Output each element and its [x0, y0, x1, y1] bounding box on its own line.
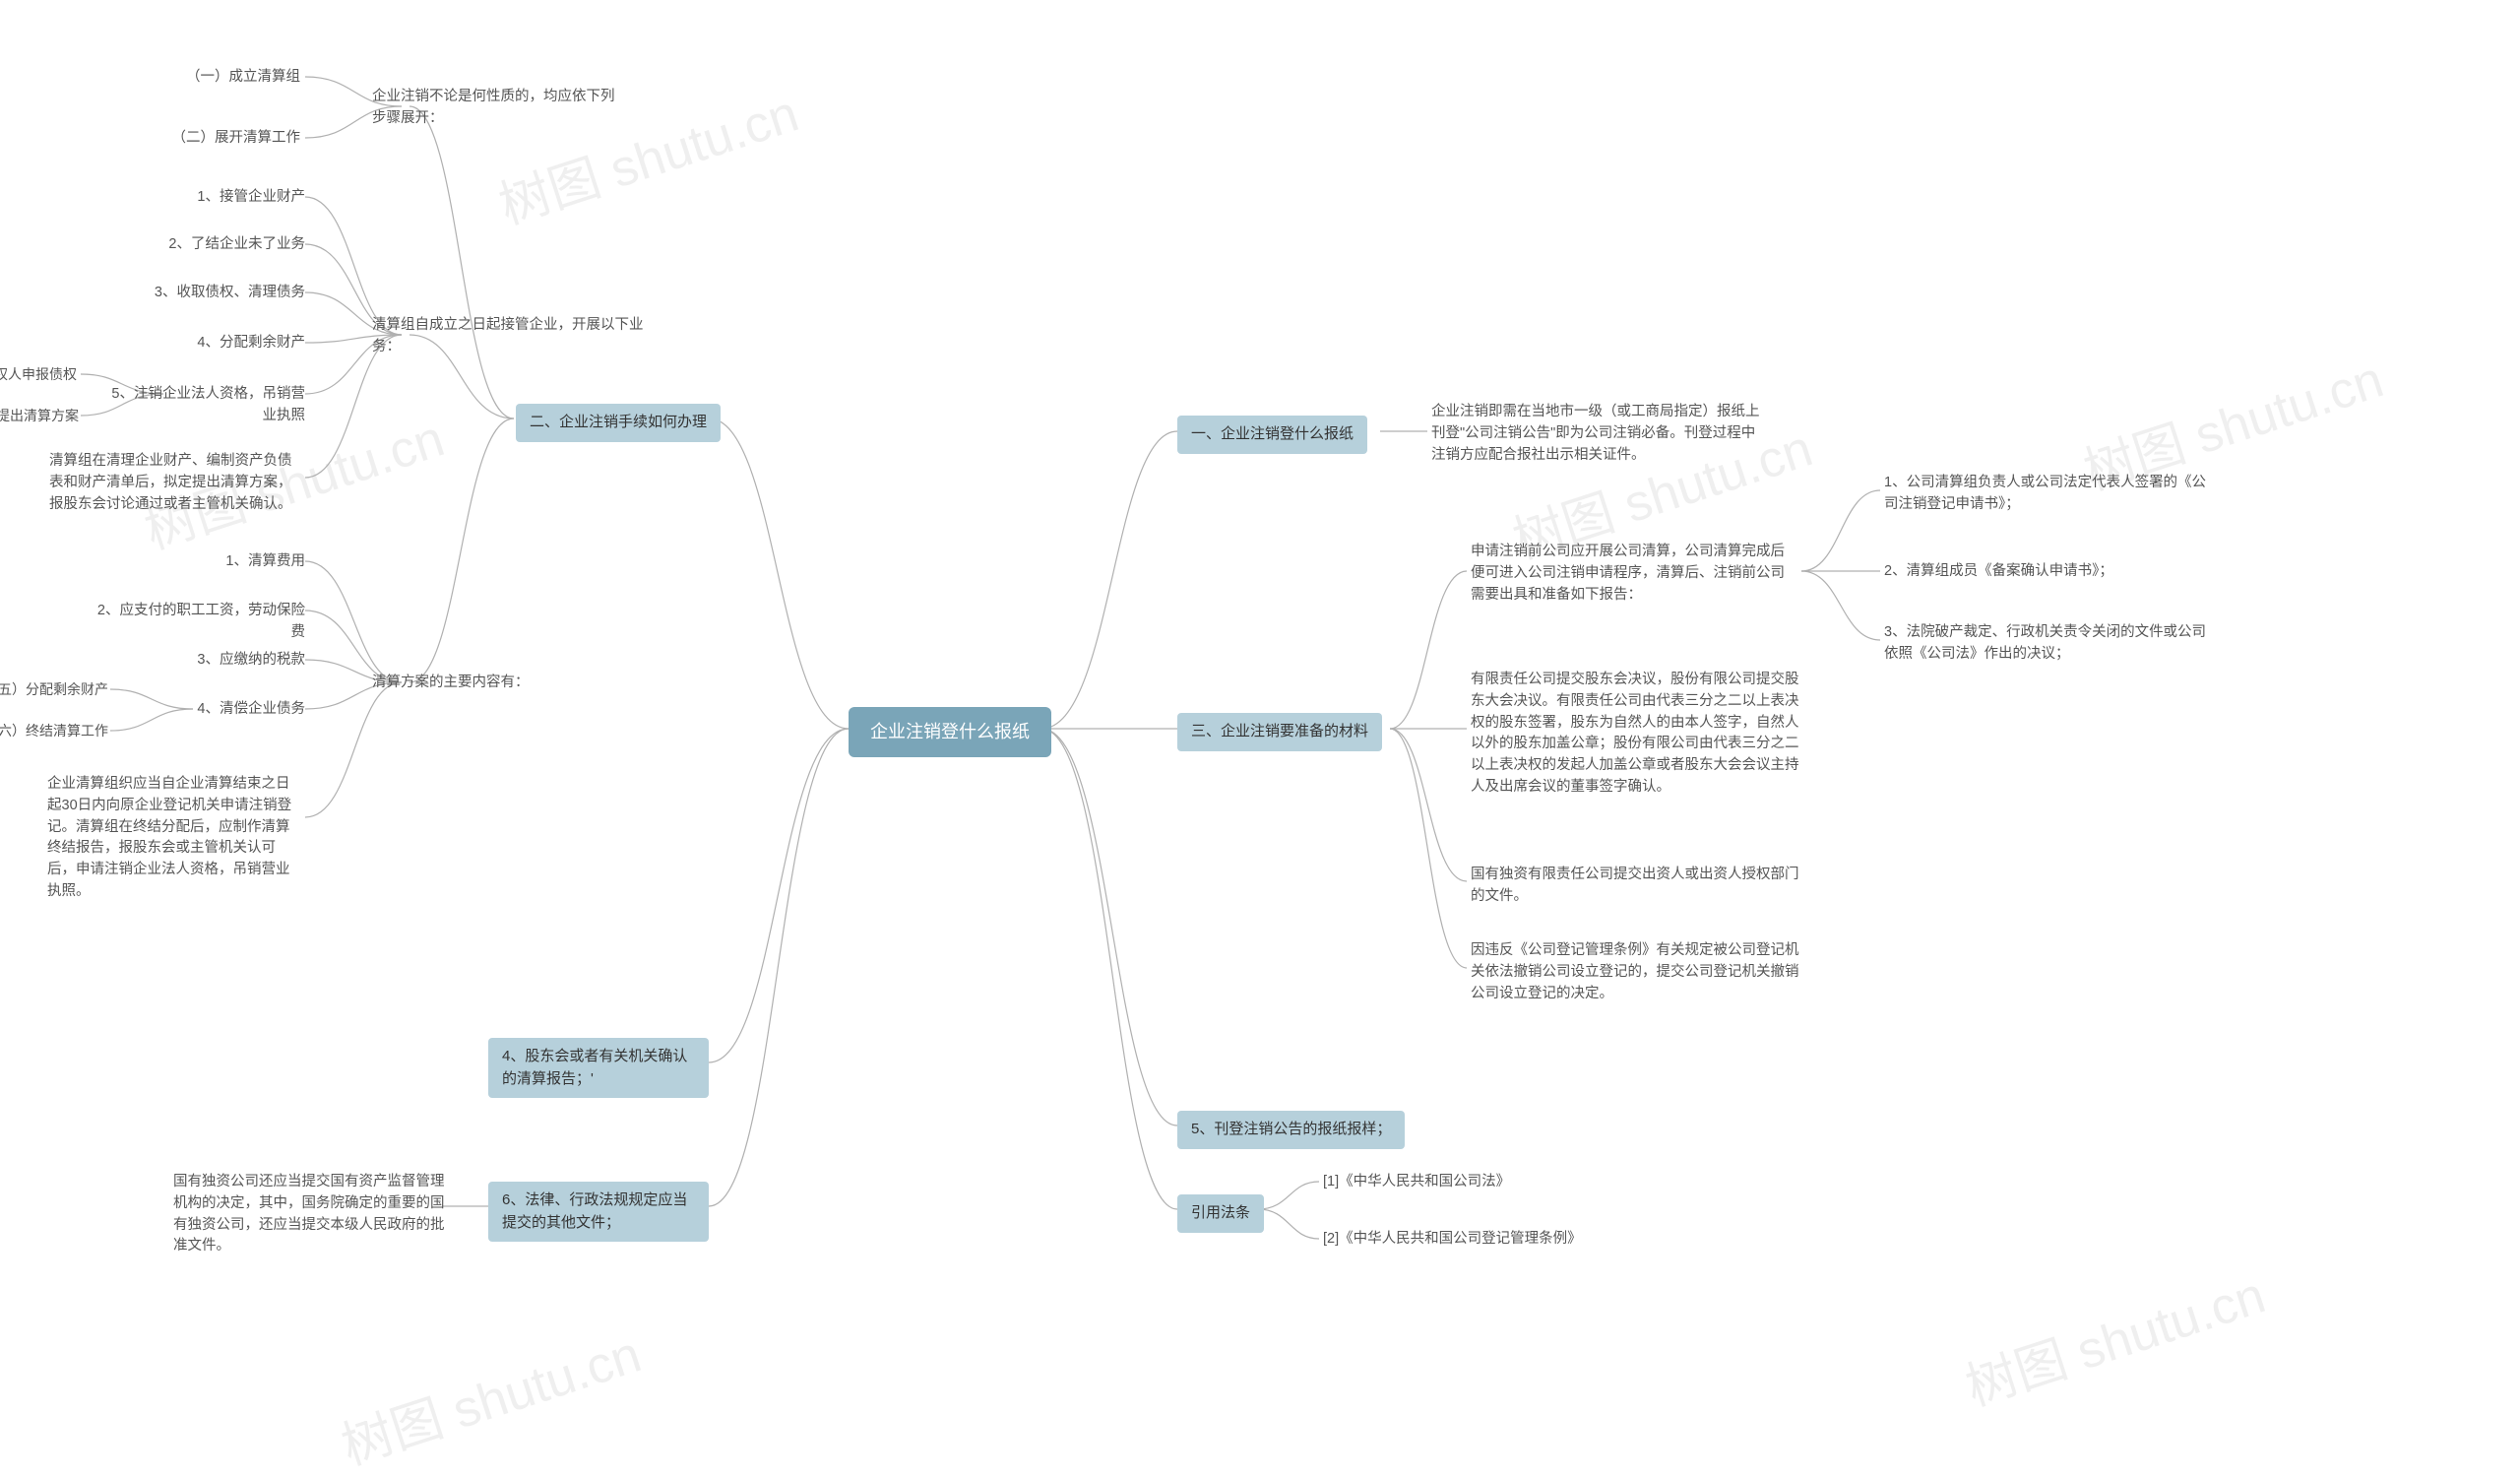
b2-g3-s6: （六）终结清算工作: [0, 721, 108, 741]
b2-g3-i3: 3、应缴纳的税款: [187, 650, 305, 672]
watermark: 树图 shutu.cn: [1955, 1254, 2273, 1420]
b2-g3-desc: 清算方案的主要内容有：: [372, 673, 549, 694]
b2-g1-i1: （一）成立清算组: [162, 67, 300, 89]
b2-g2-desc: 清算组自成立之日起接管企业，开展以下业务：: [372, 315, 648, 358]
b2-g2-i1: 1、接管企业财产: [167, 187, 305, 209]
branch-3-para2: 有限责任公司提交股东会决议，股份有限公司提交股东大会决议。有限责任公司由代表三分…: [1471, 670, 1805, 799]
branch-2-box: 二、企业注销手续如何办理: [516, 404, 721, 442]
ref-box: 引用法条: [1177, 1194, 1264, 1233]
b2-g3-i2: 2、应支付的职工工资，劳动保险费: [94, 601, 305, 644]
ref-i1: [1]《中华人民共和国公司法》: [1323, 1172, 1510, 1193]
branch-1-box: 一、企业注销登什么报纸: [1177, 416, 1367, 454]
b2-g3-s5: （五）分配剩余财产: [0, 679, 108, 700]
b2-g2-tail: 清算组在清理企业财产、编制资产负债表和财产清单后，拟定提出清算方案，报股东会讨论…: [49, 451, 305, 515]
b2-g2-i2: 2、了结企业未了业务: [167, 234, 305, 256]
b2-g1-desc: 企业注销不论是何性质的，均应依下列步骤展开：: [372, 87, 628, 130]
b2-g3-tail: 企业清算组织应当自企业清算结束之日起30日内向原企业登记机关申请注销登记。清算组…: [47, 774, 303, 903]
branch-5-box: 5、刊登注销公告的报纸报样；: [1177, 1111, 1405, 1149]
b2-g2-i4: 4、分配剩余财产: [167, 333, 305, 354]
b2-g1-i2: （二）展开清算工作: [162, 128, 300, 150]
branch-6-box: 6、法律、行政法规规定应当提交的其他文件；: [488, 1182, 709, 1242]
b2-g3-i1: 1、清算费用: [207, 551, 305, 573]
branch-6-desc: 国有独资公司还应当提交国有资产监督管理机构的决定，其中，国务院确定的重要的国有独…: [173, 1172, 449, 1257]
branch-3-pre: 申请注销前公司应开展公司清算，公司清算完成后便可进入公司注销申请程序，清算后、注…: [1471, 542, 1796, 606]
b2-g2-s3: （三）通知债权人申报债权: [0, 364, 77, 385]
center-node: 企业注销登什么报纸: [849, 707, 1051, 757]
b2-g2-s4: （四）提出清算方案: [0, 406, 79, 426]
watermark: 树图 shutu.cn: [331, 1313, 649, 1479]
branch-3-pre-i2: 2、清算组成员《备案确认申请书》；: [1884, 561, 2219, 583]
branch-4-box: 4、股东会或者有关机关确认的清算报告；': [488, 1038, 709, 1098]
b2-g2-i5: 5、注销企业法人资格，吊销营业执照: [98, 384, 305, 427]
branch-1-desc: 企业注销即需在当地市一级（或工商局指定）报纸上刊登"公司注销公告"即为公司注销必…: [1431, 402, 1766, 466]
branch-3-pre-i1: 1、公司清算组负责人或公司法定代表人签署的《公司注销登记申请书》；: [1884, 473, 2219, 516]
b2-g3-i4: 4、清偿企业债务: [187, 699, 305, 721]
branch-3-box: 三、企业注销要准备的材料: [1177, 713, 1382, 751]
branch-3-para4: 因违反《公司登记管理条例》有关规定被公司登记机关依法撤销公司设立登记的，提交公司…: [1471, 940, 1805, 1004]
branch-3-para3: 国有独资有限责任公司提交出资人或出资人授权部门的文件。: [1471, 865, 1805, 908]
branch-3-pre-i3: 3、法院破产裁定、行政机关责令关闭的文件或公司依照《公司法》作出的决议；: [1884, 622, 2219, 666]
ref-i2: [2]《中华人民共和国公司登记管理条例》: [1323, 1229, 1582, 1251]
b2-g2-i3: 3、收取债权、清理债务: [153, 283, 305, 304]
